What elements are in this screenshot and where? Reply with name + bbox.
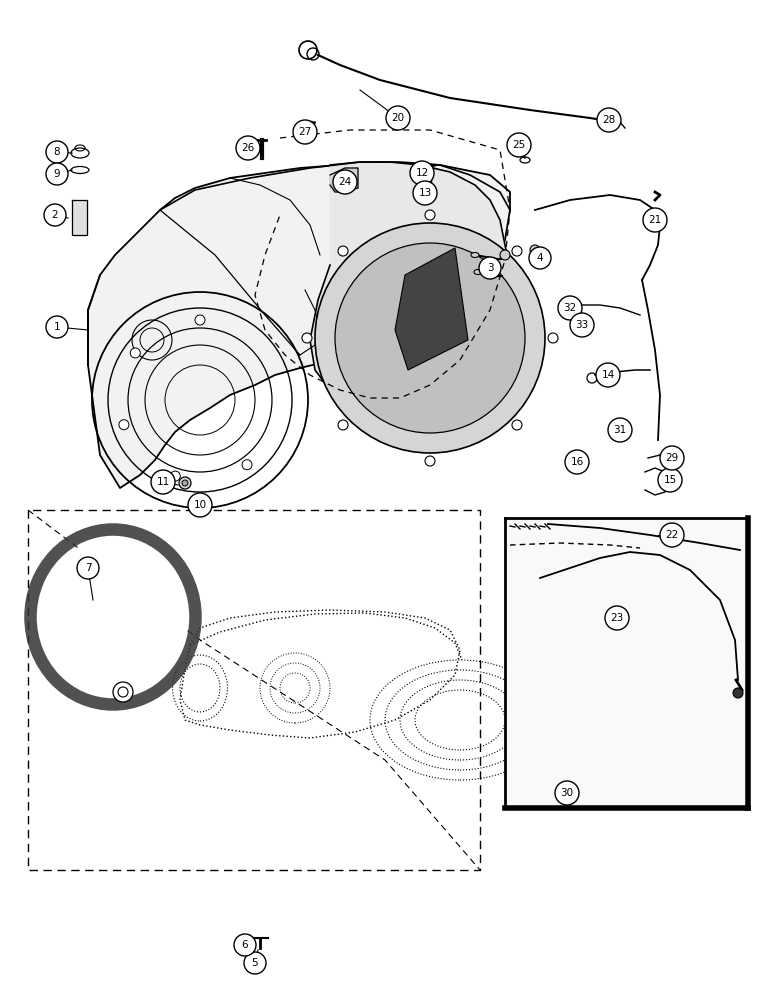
Text: 25: 25 bbox=[513, 140, 526, 150]
Circle shape bbox=[658, 468, 682, 492]
Ellipse shape bbox=[474, 269, 482, 274]
Circle shape bbox=[46, 163, 68, 185]
Circle shape bbox=[479, 257, 501, 279]
Text: 33: 33 bbox=[575, 320, 588, 330]
Circle shape bbox=[151, 470, 175, 494]
Polygon shape bbox=[395, 248, 468, 370]
Circle shape bbox=[236, 136, 260, 160]
Polygon shape bbox=[72, 200, 87, 235]
Text: 29: 29 bbox=[665, 453, 679, 463]
Text: 21: 21 bbox=[648, 215, 662, 225]
Circle shape bbox=[119, 420, 129, 430]
Circle shape bbox=[201, 499, 207, 505]
Text: 2: 2 bbox=[52, 210, 59, 220]
Circle shape bbox=[302, 333, 312, 343]
Text: 15: 15 bbox=[663, 475, 676, 485]
Circle shape bbox=[188, 493, 212, 517]
Text: 1: 1 bbox=[54, 322, 60, 332]
Circle shape bbox=[113, 682, 133, 702]
Circle shape bbox=[512, 246, 522, 256]
Circle shape bbox=[179, 477, 191, 489]
Circle shape bbox=[548, 333, 558, 343]
Circle shape bbox=[558, 296, 582, 320]
Text: 3: 3 bbox=[486, 263, 493, 273]
Circle shape bbox=[130, 348, 141, 358]
Circle shape bbox=[293, 120, 317, 144]
Circle shape bbox=[500, 250, 510, 260]
Text: 26: 26 bbox=[242, 143, 255, 153]
Circle shape bbox=[46, 141, 68, 163]
Circle shape bbox=[596, 363, 620, 387]
Circle shape bbox=[605, 606, 629, 630]
Circle shape bbox=[413, 181, 437, 205]
Circle shape bbox=[77, 557, 99, 579]
Text: 27: 27 bbox=[298, 127, 312, 137]
Text: 7: 7 bbox=[85, 563, 91, 573]
Circle shape bbox=[171, 471, 181, 481]
Circle shape bbox=[512, 420, 522, 430]
Text: 30: 30 bbox=[560, 788, 574, 798]
Circle shape bbox=[530, 245, 540, 255]
Circle shape bbox=[195, 315, 205, 325]
Text: 23: 23 bbox=[611, 613, 624, 623]
Circle shape bbox=[597, 108, 621, 132]
Text: 31: 31 bbox=[614, 425, 627, 435]
Bar bbox=[505, 518, 748, 808]
Polygon shape bbox=[88, 162, 510, 488]
Circle shape bbox=[660, 523, 684, 547]
Text: 20: 20 bbox=[391, 113, 405, 123]
Text: 9: 9 bbox=[54, 169, 60, 179]
Text: 12: 12 bbox=[415, 168, 428, 178]
Circle shape bbox=[335, 243, 525, 433]
Circle shape bbox=[44, 204, 66, 226]
Polygon shape bbox=[330, 168, 358, 192]
Text: 28: 28 bbox=[602, 115, 615, 125]
Circle shape bbox=[507, 133, 531, 157]
Circle shape bbox=[244, 952, 266, 974]
Circle shape bbox=[425, 456, 435, 466]
Polygon shape bbox=[310, 162, 510, 400]
Text: 22: 22 bbox=[665, 530, 679, 540]
Circle shape bbox=[333, 170, 357, 194]
Text: 8: 8 bbox=[54, 147, 60, 157]
Circle shape bbox=[565, 450, 589, 474]
Circle shape bbox=[338, 420, 348, 430]
Circle shape bbox=[410, 161, 434, 185]
Circle shape bbox=[733, 688, 743, 698]
Circle shape bbox=[182, 480, 188, 486]
Text: 4: 4 bbox=[537, 253, 543, 263]
Text: 6: 6 bbox=[242, 940, 249, 950]
Text: 16: 16 bbox=[571, 457, 584, 467]
Circle shape bbox=[660, 446, 684, 470]
Circle shape bbox=[643, 208, 667, 232]
Circle shape bbox=[529, 247, 551, 269]
Circle shape bbox=[198, 496, 210, 508]
Circle shape bbox=[242, 460, 252, 470]
Text: 24: 24 bbox=[338, 177, 351, 187]
Circle shape bbox=[46, 316, 68, 338]
Text: 5: 5 bbox=[252, 958, 259, 968]
Circle shape bbox=[315, 223, 545, 453]
Circle shape bbox=[555, 781, 579, 805]
Text: 13: 13 bbox=[418, 188, 432, 198]
Ellipse shape bbox=[471, 252, 479, 257]
Text: 32: 32 bbox=[564, 303, 577, 313]
Ellipse shape bbox=[63, 563, 163, 671]
Text: 10: 10 bbox=[194, 500, 207, 510]
Circle shape bbox=[608, 418, 632, 442]
Circle shape bbox=[386, 106, 410, 130]
Circle shape bbox=[338, 246, 348, 256]
Text: 11: 11 bbox=[157, 477, 170, 487]
Text: 14: 14 bbox=[601, 370, 615, 380]
Circle shape bbox=[234, 934, 256, 956]
Circle shape bbox=[425, 210, 435, 220]
Circle shape bbox=[570, 313, 594, 337]
Ellipse shape bbox=[39, 538, 187, 696]
